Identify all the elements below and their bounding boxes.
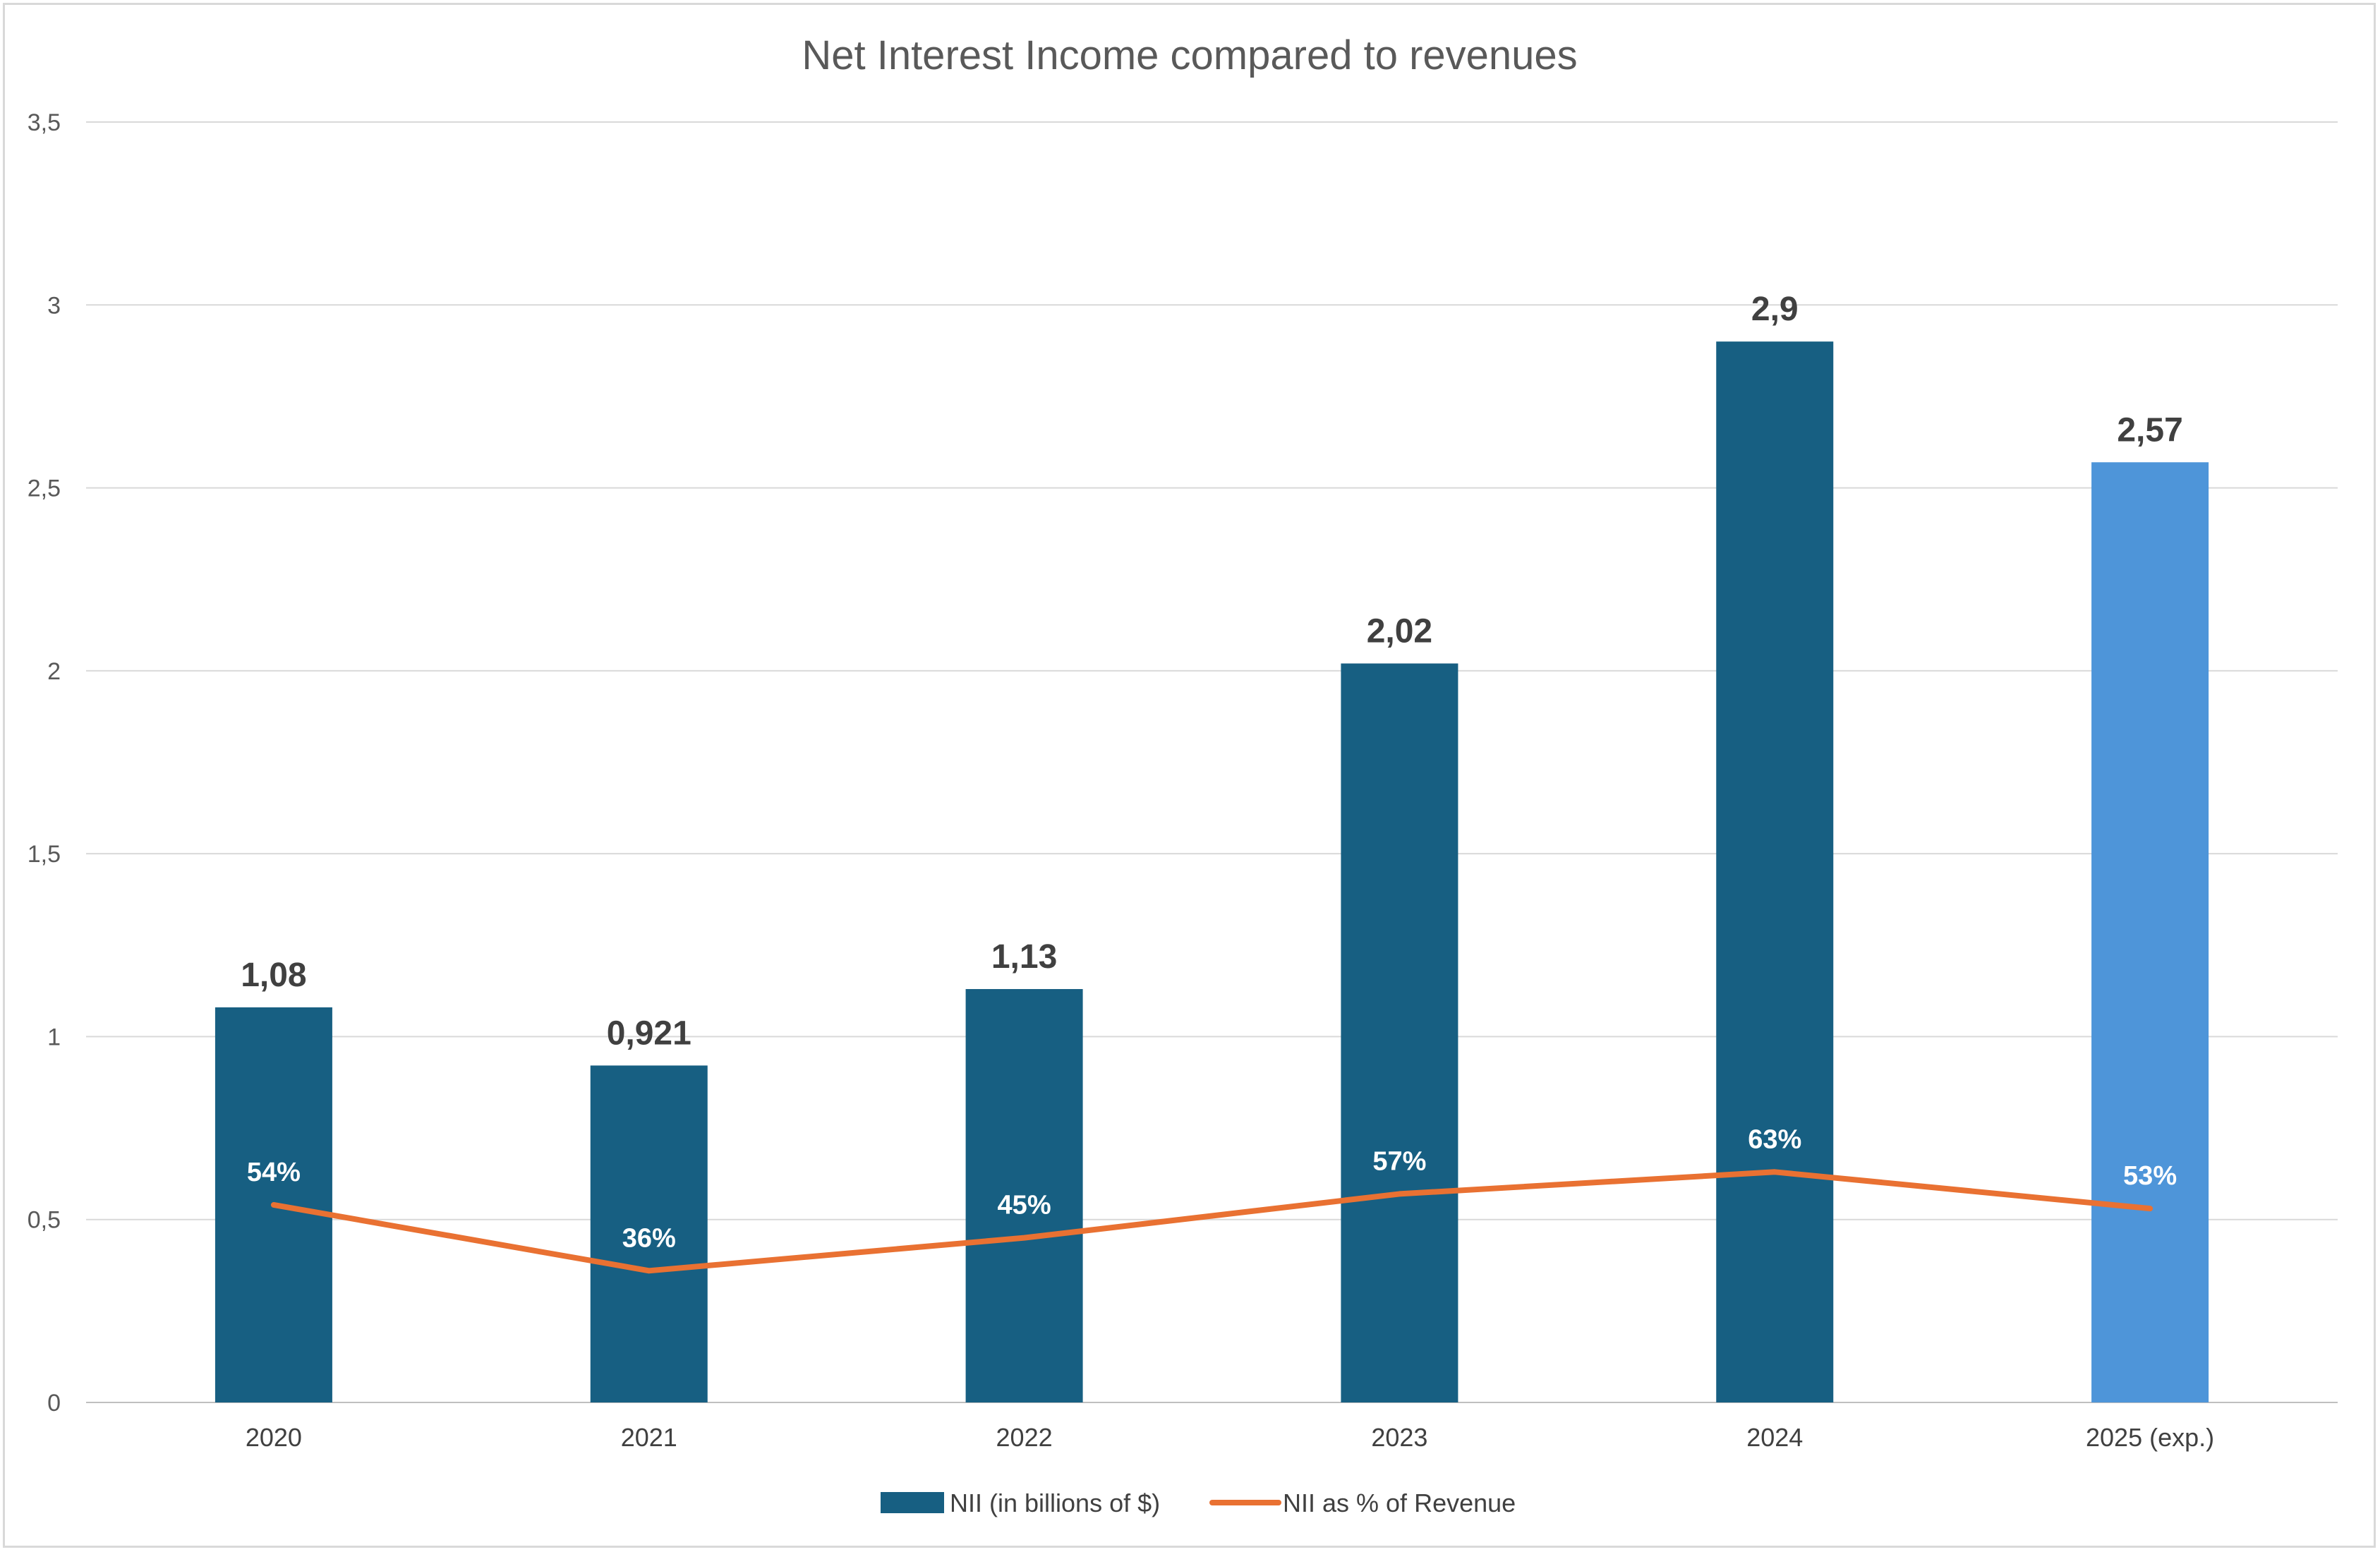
- y-tick-label: 3,5: [28, 109, 61, 136]
- x-tick-label: 2021: [621, 1423, 677, 1452]
- legend-swatch-nii: [881, 1492, 944, 1513]
- y-tick-label: 2: [47, 658, 61, 685]
- gridlines: [86, 121, 2338, 1403]
- y-axis-ticks: 0 0,5 1 1,5 2 2,5 3 3,5: [28, 109, 61, 1417]
- bar: [1341, 663, 1458, 1402]
- chart-frame: [3, 3, 2376, 1548]
- bar: [2091, 462, 2209, 1402]
- bar: [965, 989, 1083, 1402]
- line-path: [270, 1169, 2154, 1274]
- y-tick-label: 3: [47, 292, 61, 319]
- x-tick-label: 2024: [1746, 1423, 1803, 1452]
- legend: NII (in billions of $) NII as % of Reven…: [881, 1489, 1516, 1517]
- x-tick-label: 2023: [1371, 1423, 1427, 1452]
- x-tick-label: 2022: [996, 1423, 1053, 1452]
- x-tick-label: 2025 (exp.): [2086, 1423, 2214, 1452]
- x-tick-label: 2020: [246, 1423, 302, 1452]
- line-value-label: 54%: [247, 1158, 301, 1187]
- y-tick-label: 1: [47, 1024, 61, 1050]
- y-tick-label: 1,5: [28, 841, 61, 868]
- line-value-label: 53%: [2123, 1161, 2177, 1191]
- line-value-label: 45%: [998, 1191, 1051, 1220]
- bar-value-label: 2,9: [1751, 291, 1799, 328]
- bar-value-label: 2,57: [2117, 411, 2182, 449]
- bar: [590, 1065, 708, 1402]
- bar-value-label: 2,02: [1367, 612, 1432, 650]
- line-series: [270, 1169, 2154, 1274]
- line-data-labels: 54% 36% 45% 57% 63% 53%: [247, 1124, 2177, 1253]
- bar-data-labels: 1,08 0,921 1,13 2,02 2,9 2,57: [241, 291, 2183, 1052]
- line-value-label: 57%: [1372, 1146, 1426, 1176]
- bar-value-label: 1,13: [991, 938, 1057, 976]
- y-tick-label: 0: [47, 1390, 61, 1417]
- bar-value-label: 0,921: [607, 1014, 691, 1052]
- bar: [1716, 341, 1834, 1403]
- y-tick-label: 2,5: [28, 475, 61, 502]
- legend-label-pct: NII as % of Revenue: [1283, 1489, 1516, 1517]
- line-value-label: 36%: [622, 1223, 676, 1253]
- line-value-label: 63%: [1748, 1124, 1801, 1154]
- x-axis-ticks: 2020 2021 2022 2023 2024 2025 (exp.): [246, 1423, 2214, 1452]
- chart-title: Net Interest Income compared to revenues: [802, 32, 1577, 78]
- y-tick-label: 0,5: [28, 1207, 61, 1234]
- bar-series: [215, 341, 2209, 1403]
- legend-label-nii: NII (in billions of $): [950, 1489, 1160, 1517]
- bar-value-label: 1,08: [241, 957, 306, 994]
